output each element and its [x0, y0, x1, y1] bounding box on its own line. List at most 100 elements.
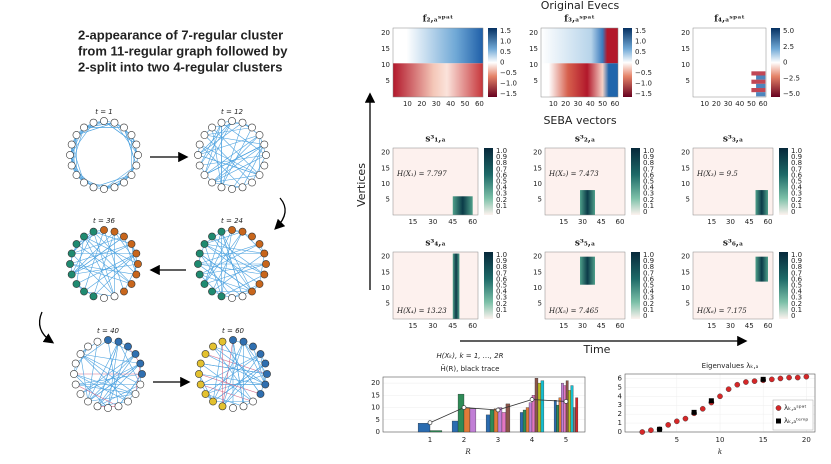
graph-edge — [204, 120, 233, 176]
y-tick-label: 5 — [376, 416, 380, 424]
graph-node — [84, 397, 92, 406]
graph-edge — [83, 253, 137, 292]
graph-label: t = 24 — [221, 217, 243, 225]
y-tick-label: 10 — [533, 180, 542, 188]
y-tick-label: 2 — [618, 410, 622, 418]
graph-node — [134, 151, 142, 159]
x-tick-label: 30 — [578, 218, 587, 226]
colorbar-tick-label: 0.1 — [643, 306, 654, 314]
graph-edge — [197, 120, 233, 156]
heatmap-frame — [392, 27, 484, 98]
graph-edge — [71, 231, 94, 254]
graph-node — [260, 270, 269, 279]
graph-node — [195, 140, 204, 149]
x-tick-label: 30 — [573, 100, 582, 108]
colorbar-tick-label: 0.4 — [643, 288, 655, 296]
y-tick-label: 10 — [681, 61, 690, 69]
heatmap-blob — [755, 256, 768, 282]
graph-node — [249, 397, 257, 406]
x-tick-label: 3 — [496, 436, 500, 444]
y-tick-label: 4 — [618, 392, 623, 400]
graph-edge — [73, 373, 129, 402]
entropy-label: H(X₂) = 7.473 — [548, 170, 599, 178]
graph-edge — [199, 144, 260, 176]
bar — [463, 407, 471, 433]
graph-node — [132, 249, 141, 258]
graph-node — [229, 336, 237, 344]
panel-label: s³₃,ₐ — [723, 135, 743, 145]
point — [743, 379, 749, 385]
graph-node — [209, 397, 217, 406]
graph-node — [228, 226, 236, 234]
x-tick-label: 5 — [564, 436, 568, 444]
panel-label: s³₄,ₐ — [425, 239, 445, 249]
graph-node — [260, 161, 269, 170]
colorbar-tick-label: 0.8 — [496, 159, 507, 167]
point — [777, 375, 784, 382]
colorbar-tick-label: 0.8 — [643, 159, 654, 167]
heatmap-blob — [452, 196, 473, 215]
y-tick-label: 6 — [618, 374, 623, 382]
graph-node — [66, 260, 74, 268]
colorbar-tick-label: 0.2 — [791, 300, 802, 308]
colorbar-tick-label: 1.0 — [500, 38, 511, 46]
y-tick-label: 20 — [533, 149, 542, 157]
graph-node — [255, 171, 264, 179]
graph-node — [89, 227, 98, 236]
y-tick-label: 3 — [618, 401, 622, 409]
x-tick-label: 30 — [428, 322, 437, 330]
heatmap — [541, 28, 618, 64]
graph-node — [104, 404, 112, 412]
colorbar-tick-label: 0.5 — [791, 282, 802, 290]
y-tick-label: 5 — [538, 195, 542, 203]
graph-edge — [83, 236, 139, 265]
graph-edge — [211, 154, 267, 183]
graph-node — [76, 390, 85, 398]
colorbar — [631, 252, 640, 319]
colorbar-tick-label: 0 — [783, 59, 787, 67]
y-tick-label: 10 — [381, 180, 390, 188]
panel-label: s³₂,ₐ — [575, 135, 595, 145]
graph-node — [248, 178, 256, 187]
y-tick-label: 10 — [529, 61, 538, 69]
graph-node — [80, 287, 88, 296]
point — [674, 418, 680, 425]
graph-node — [120, 178, 128, 187]
graph-node — [208, 232, 216, 241]
graph-node — [195, 161, 204, 170]
point — [725, 386, 732, 392]
graph-edge — [118, 373, 143, 407]
entropy-label: H(X₅) = 7.465 — [548, 307, 599, 315]
graph-label: t = 36 — [93, 217, 116, 225]
graph-edge — [211, 236, 265, 275]
y-tick-label: 10 — [533, 284, 542, 292]
graph-node — [195, 249, 204, 258]
legend-box — [772, 399, 814, 431]
graph-edge — [80, 353, 89, 402]
colorbar-tick-label: 0.4 — [791, 288, 803, 296]
x-tick-label: 15 — [707, 218, 716, 226]
graph-node — [255, 240, 264, 248]
graph-edge — [97, 401, 129, 407]
graph-node — [120, 232, 128, 241]
graph-edge — [231, 144, 265, 190]
graph-edge — [212, 346, 266, 364]
graph-label: t = 40 — [97, 327, 120, 335]
graph-node — [248, 287, 256, 296]
graph-node — [72, 280, 81, 288]
graph-edge — [251, 154, 267, 183]
graph-edge — [204, 122, 222, 176]
x-tick-label: 40 — [735, 100, 744, 108]
y-tick-label: 15 — [381, 268, 390, 276]
colorbar-tick-label: 2.5 — [783, 43, 794, 51]
y-tick-label: 15 — [381, 45, 390, 53]
graph-edge — [123, 263, 139, 292]
x-tick-label: 50 — [461, 100, 470, 108]
colorbar-tick-label: 1.0 — [643, 147, 654, 155]
y-tick-label: 0 — [376, 428, 380, 436]
colorbar-tick-label: 0.2 — [496, 196, 507, 204]
figure-title: 2-appearance of 7-regular cluster — [78, 27, 283, 42]
graph-edge — [76, 229, 105, 245]
graph-edge — [204, 243, 260, 285]
